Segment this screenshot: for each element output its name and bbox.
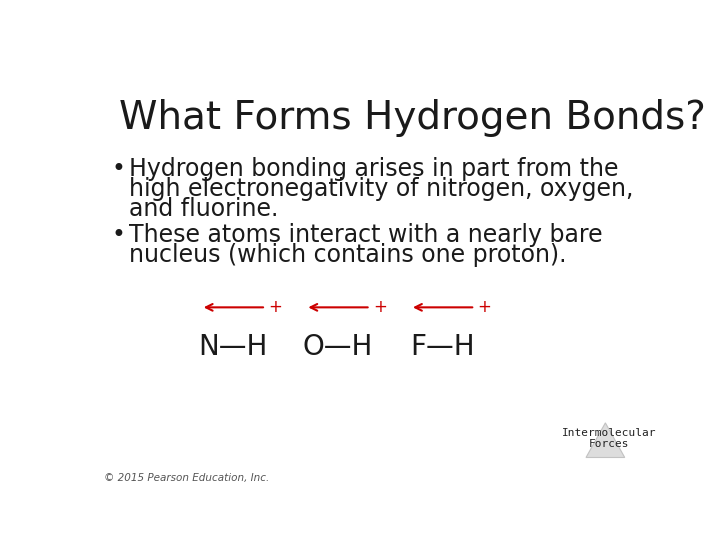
Text: Intermolecular: Intermolecular: [562, 428, 657, 438]
Text: F—H: F—H: [410, 333, 475, 361]
Text: Forces: Forces: [589, 439, 629, 449]
Text: +: +: [477, 298, 491, 316]
Text: and fluorine.: and fluorine.: [129, 197, 278, 221]
Text: high electronegativity of nitrogen, oxygen,: high electronegativity of nitrogen, oxyg…: [129, 177, 633, 201]
Text: © 2015 Pearson Education, Inc.: © 2015 Pearson Education, Inc.: [104, 473, 269, 483]
Text: These atoms interact with a nearly bare: These atoms interact with a nearly bare: [129, 224, 603, 247]
Text: •: •: [112, 224, 125, 247]
Text: O—H: O—H: [303, 333, 373, 361]
Text: +: +: [269, 298, 282, 316]
Text: What Forms Hydrogen Bonds?: What Forms Hydrogen Bonds?: [120, 99, 706, 138]
Text: Hydrogen bonding arises in part from the: Hydrogen bonding arises in part from the: [129, 157, 618, 181]
Text: +: +: [373, 298, 387, 316]
Text: nucleus (which contains one proton).: nucleus (which contains one proton).: [129, 244, 566, 267]
Text: N—H: N—H: [199, 333, 268, 361]
Text: •: •: [112, 157, 125, 181]
Polygon shape: [586, 423, 625, 457]
